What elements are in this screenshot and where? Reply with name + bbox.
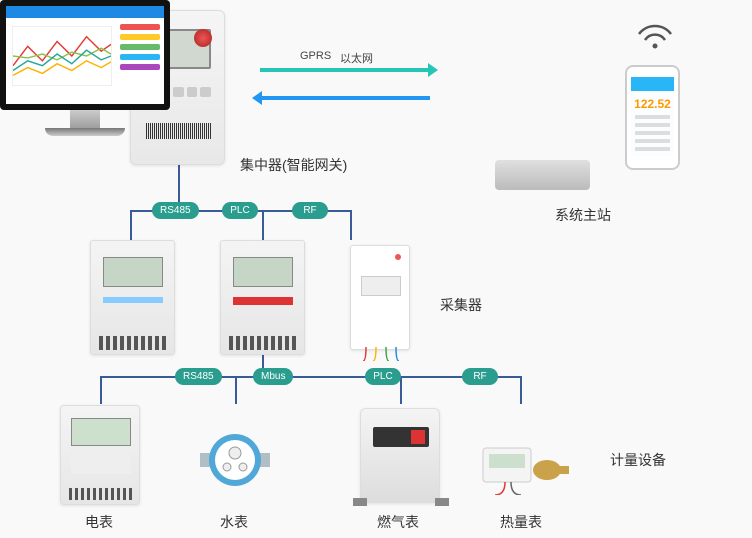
heat-meter	[475, 440, 570, 495]
phone-reading: 122.52	[631, 97, 674, 111]
protocol-badge: RF	[292, 202, 328, 219]
connector-line	[100, 376, 520, 378]
concentrator-label: 集中器(智能网关)	[240, 155, 347, 175]
gas-meter	[360, 408, 440, 503]
collector-device-1	[90, 240, 175, 355]
connector-line	[262, 210, 264, 240]
link-ethernet-label: 以太网	[340, 50, 373, 66]
electric-meter-label: 电表	[85, 512, 113, 532]
connector-line	[350, 210, 352, 240]
protocol-badge: PLC	[365, 368, 401, 385]
connector-line	[235, 376, 237, 404]
protocol-badge: PLC	[222, 202, 258, 219]
arrow-right	[260, 68, 430, 72]
water-meter-label: 水表	[220, 512, 248, 532]
phone-device: 122.52	[625, 65, 680, 170]
protocol-badge: Mbus	[253, 368, 293, 385]
gas-meter-label: 燃气表	[377, 512, 419, 532]
protocol-badge: RF	[462, 368, 498, 385]
storage-device	[495, 160, 590, 190]
system-host-label: 系统主站	[555, 205, 611, 225]
connector-line	[100, 376, 102, 404]
electric-meter	[60, 405, 140, 505]
protocol-badge: RS485	[175, 368, 222, 385]
connector-line	[520, 376, 522, 404]
collector-device-2	[220, 240, 305, 355]
collector-device-3	[350, 245, 410, 350]
connector-line	[130, 210, 132, 240]
metering-devices-label: 计量设备	[610, 450, 666, 470]
collector-label: 采集器	[440, 295, 482, 315]
connector-line	[400, 376, 402, 404]
water-meter	[195, 425, 275, 495]
protocol-badge: RS485	[152, 202, 199, 219]
link-gprs-label: GPRS	[300, 50, 331, 62]
wifi-icon	[635, 20, 675, 50]
heat-meter-label: 热量表	[500, 512, 542, 532]
arrow-left	[260, 96, 430, 100]
